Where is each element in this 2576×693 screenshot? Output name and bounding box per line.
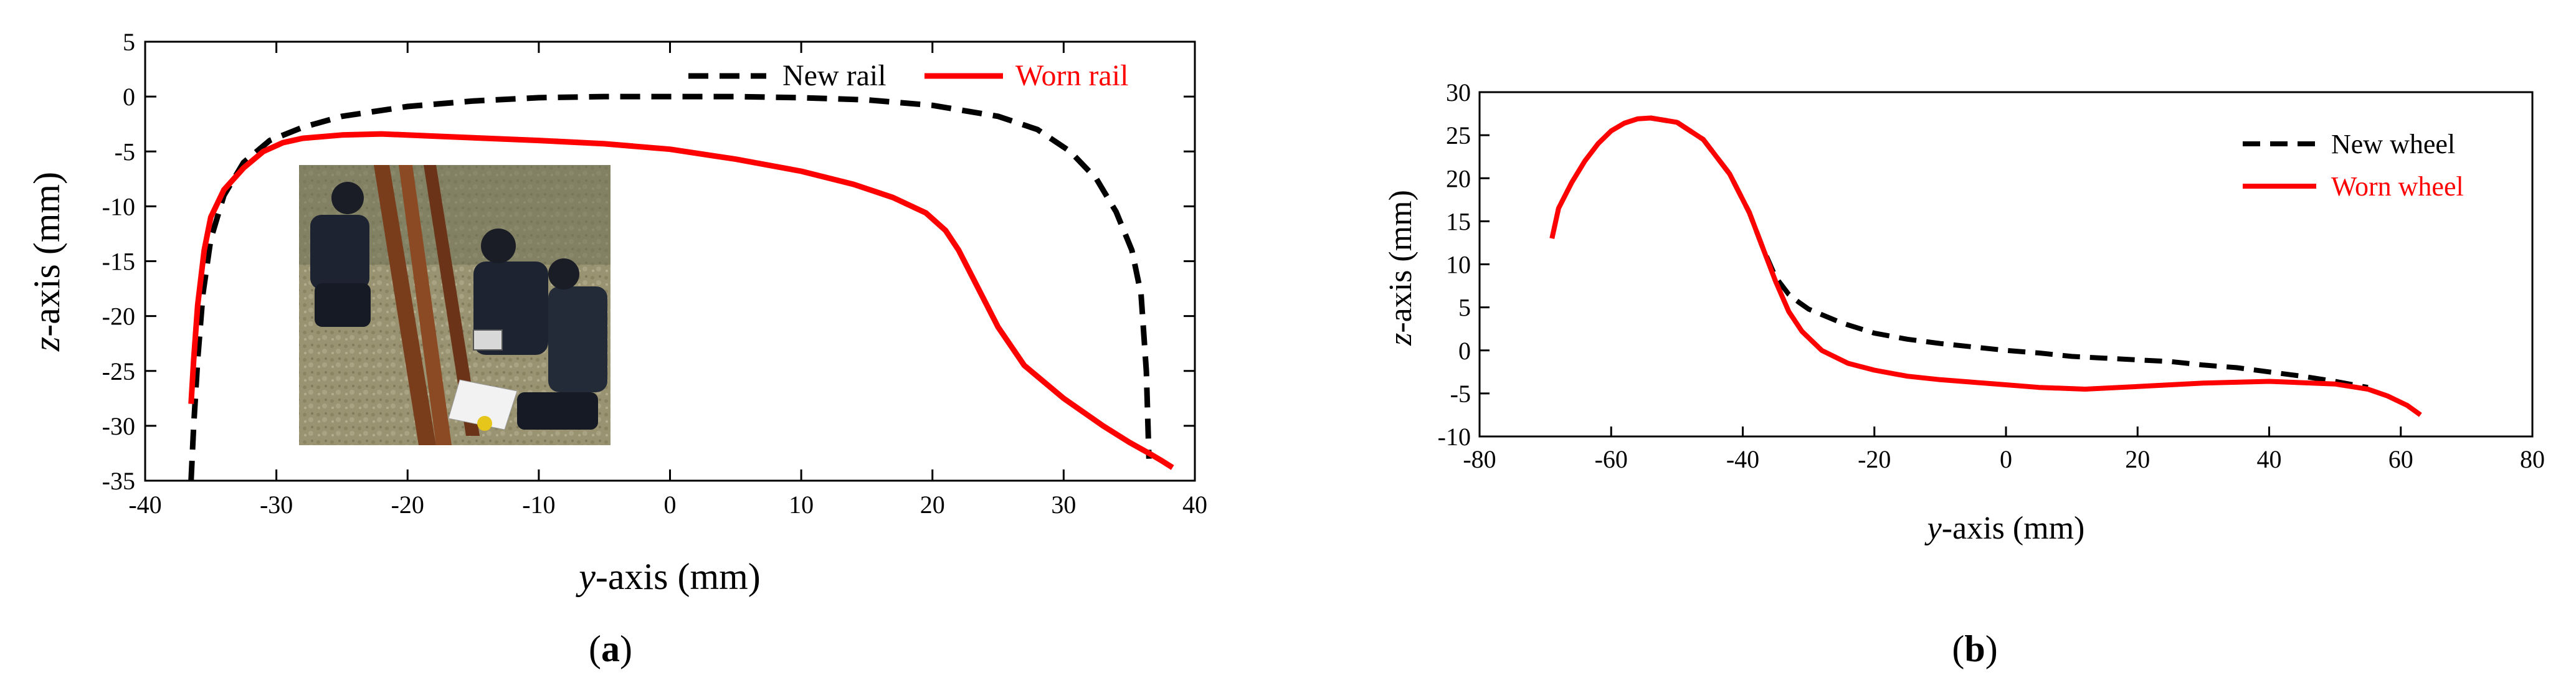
panel-a-y-tick-label: -10 <box>102 192 135 220</box>
legend-label-new-rail: New rail <box>782 59 886 92</box>
rail-beam-3 <box>424 165 480 436</box>
series-worn-wheel-line <box>1549 115 2422 417</box>
panel-b-y-axis-title: z-axis (mm) <box>1383 190 1419 346</box>
panel-b-x-tick-label: -40 <box>1726 445 1759 473</box>
panel-b-y-tick-label: -10 <box>1438 423 1471 451</box>
panel-b-y-tick-label: 25 <box>1446 121 1471 149</box>
series-worn-rail-line <box>188 131 1174 470</box>
panel-a-y-tick-label: -15 <box>102 248 135 276</box>
worker-3-body <box>548 286 607 392</box>
legend-label-new-wheel: New wheel <box>2331 129 2455 159</box>
legend-label-worn-rail: Worn rail <box>1015 59 1128 92</box>
worker-3-legs <box>517 392 598 430</box>
rail-beam-2 <box>399 165 452 445</box>
worker-1-body <box>310 215 369 290</box>
panel-a-x-tick-label: -10 <box>522 491 555 519</box>
series-new-rail-line <box>188 93 1152 481</box>
panel-a-x-tick-label: 20 <box>920 491 945 519</box>
panel-b-label: (b) <box>1952 628 1997 669</box>
panel-b-y-tick-label: -5 <box>1450 380 1471 408</box>
panel-a-y-tick-label: -5 <box>115 138 135 166</box>
inset-photo <box>299 165 611 445</box>
worker-2-head <box>481 229 516 263</box>
series-new-wheel-line <box>1650 115 2369 390</box>
panel-b-y-tick-label: 15 <box>1446 207 1471 235</box>
panel-a-chart: -40 -30 -20 -10 0 10 20 30 4050-5-10-15-20-25-30… <box>26 28 1207 669</box>
panel-b-x-tick-label: -80 <box>1463 445 1496 473</box>
panel-b-x-tick-label: -20 <box>1858 445 1891 473</box>
panel-b-x-axis-title: y-axis (mm) <box>1924 511 2085 546</box>
panel-b-ticks <box>1478 91 2534 438</box>
panel-b-y-tick-label: 10 <box>1446 251 1471 279</box>
panel-a-legend: New rail Worn rail <box>688 59 1128 92</box>
tape-measure <box>477 416 492 431</box>
panel-a-label: (a) <box>589 628 632 669</box>
panel-b-x-tick-label: -60 <box>1595 445 1628 473</box>
panel-b-x-tick-label: 80 <box>2520 445 2545 473</box>
panel-a-y-tick-label: 0 <box>123 83 135 111</box>
panel-b-y-tick-label: 30 <box>1446 78 1471 106</box>
panel-a-y-tick-label: -30 <box>102 412 135 440</box>
panel-b-x-tick-label: 40 <box>2257 445 2282 473</box>
panel-a-x-tick-label: -30 <box>260 491 293 519</box>
panel-a-y-tick-label: -25 <box>102 357 135 385</box>
panel-b-x-tick-label: 20 <box>2125 445 2150 473</box>
legend-label-worn-wheel: Worn wheel <box>2331 171 2464 202</box>
measuring-device <box>473 329 503 351</box>
worker-3-head <box>548 258 579 290</box>
clipboard-paper <box>448 379 518 430</box>
panel-a-y-tick-label: -35 <box>102 467 135 495</box>
panel-a-y-tick-label: 5 <box>123 28 135 56</box>
panel-a-x-tick-label: -20 <box>391 491 424 519</box>
panel-b-x-tick-label: 0 <box>2000 445 2012 473</box>
panel-b-curves <box>1549 115 2422 417</box>
worker-1-head <box>331 182 364 214</box>
panel-a-curves <box>188 93 1174 481</box>
worker-1-legs <box>315 283 371 327</box>
panel-b-legend: New wheel Worn wheel <box>2243 129 2464 202</box>
panel-a-x-tick-label: 30 <box>1051 491 1076 519</box>
rail-beam-1 <box>374 165 436 445</box>
panel-a-y-tick-label: -20 <box>102 303 135 331</box>
panel-a-x-axis-title: y-axis (mm) <box>575 556 761 597</box>
panel-a-ticks <box>144 40 1196 482</box>
panel-a-x-tick-label: 0 <box>664 491 677 519</box>
panel-a-tick-labels: -40 -30 -20 -10 0 10 20 30 4050-5-10-15-20-25-30… <box>102 28 1207 519</box>
panel-b-tick-labels: -80 -60 -40 -20 0 20 40 60 80 30 25 20 15 10 5 0 -5 -10 <box>1438 78 2545 473</box>
panel-b-y-tick-label: 20 <box>1446 164 1471 192</box>
panel-b-x-tick-label: 60 <box>2388 445 2413 473</box>
panel-b-y-tick-label: 5 <box>1458 294 1471 322</box>
panel-a-x-tick-label: 40 <box>1182 491 1207 519</box>
panel-a-x-tick-label: -40 <box>128 491 161 519</box>
panel-a-x-tick-label: 10 <box>789 491 814 519</box>
panel-b-chart: -80 -60 -40 -20 0 20 40 60 80 30 25 20 15 10 5 0 -5 -10 N… <box>1383 78 2545 669</box>
panel-b-y-tick-label: 0 <box>1458 337 1471 365</box>
panel-a-y-axis-title: z-axis (mm) <box>26 172 67 352</box>
